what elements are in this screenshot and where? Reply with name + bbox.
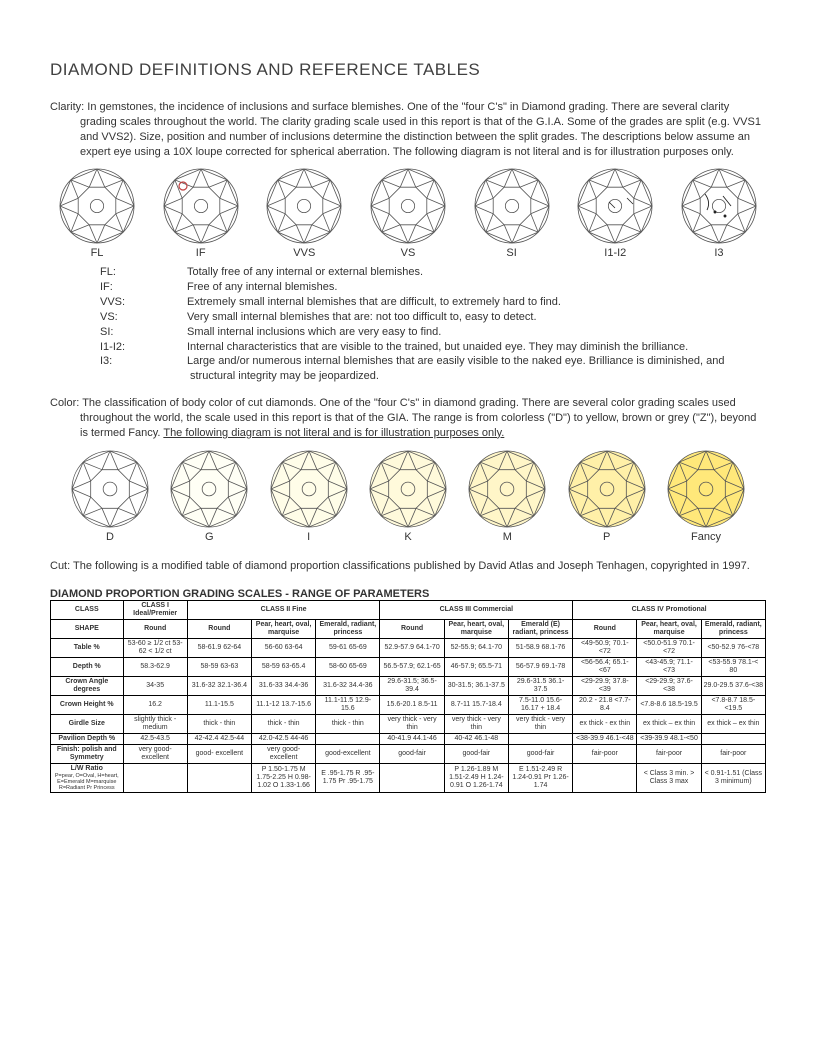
grading-table: CLASSCLASS I Ideal/PremierCLASS II FineC…	[50, 600, 766, 794]
color-diamond-g: G	[169, 449, 249, 543]
color-diamond-i: I	[269, 449, 349, 543]
color-diamond-d: D	[70, 449, 150, 543]
clarity-definitions: FL:Totally free of any internal or exter…	[50, 265, 766, 384]
clarity-diamond-i3: I3	[680, 167, 758, 259]
color-diamond-p: P	[567, 449, 647, 543]
clarity-diamond-vs: VS	[369, 167, 447, 259]
page-title: DIAMOND DEFINITIONS AND REFERENCE TABLES	[50, 60, 766, 80]
clarity-diamond-vvs: VVS	[265, 167, 343, 259]
clarity-paragraph: Clarity: In gemstones, the incidence of …	[50, 100, 766, 159]
clarity-diamond-fl: FL	[58, 167, 136, 259]
color-paragraph: Color: The classification of body color …	[50, 396, 766, 441]
grading-table-title: DIAMOND PROPORTION GRADING SCALES - RANG…	[50, 588, 766, 600]
clarity-diagram-row: FL IF VVS VS SI	[50, 167, 766, 259]
clarity-diamond-if: IF	[162, 167, 240, 259]
color-diagram-row: D G I K M	[50, 449, 766, 543]
color-diamond-k: K	[368, 449, 448, 543]
color-diamond-fancy: Fancy	[666, 449, 746, 543]
clarity-diamond-si: SI	[473, 167, 551, 259]
color-diamond-m: M	[467, 449, 547, 543]
cut-paragraph: Cut: The following is a modified table o…	[50, 559, 766, 574]
clarity-diamond-i1-i2: I1-I2	[576, 167, 654, 259]
